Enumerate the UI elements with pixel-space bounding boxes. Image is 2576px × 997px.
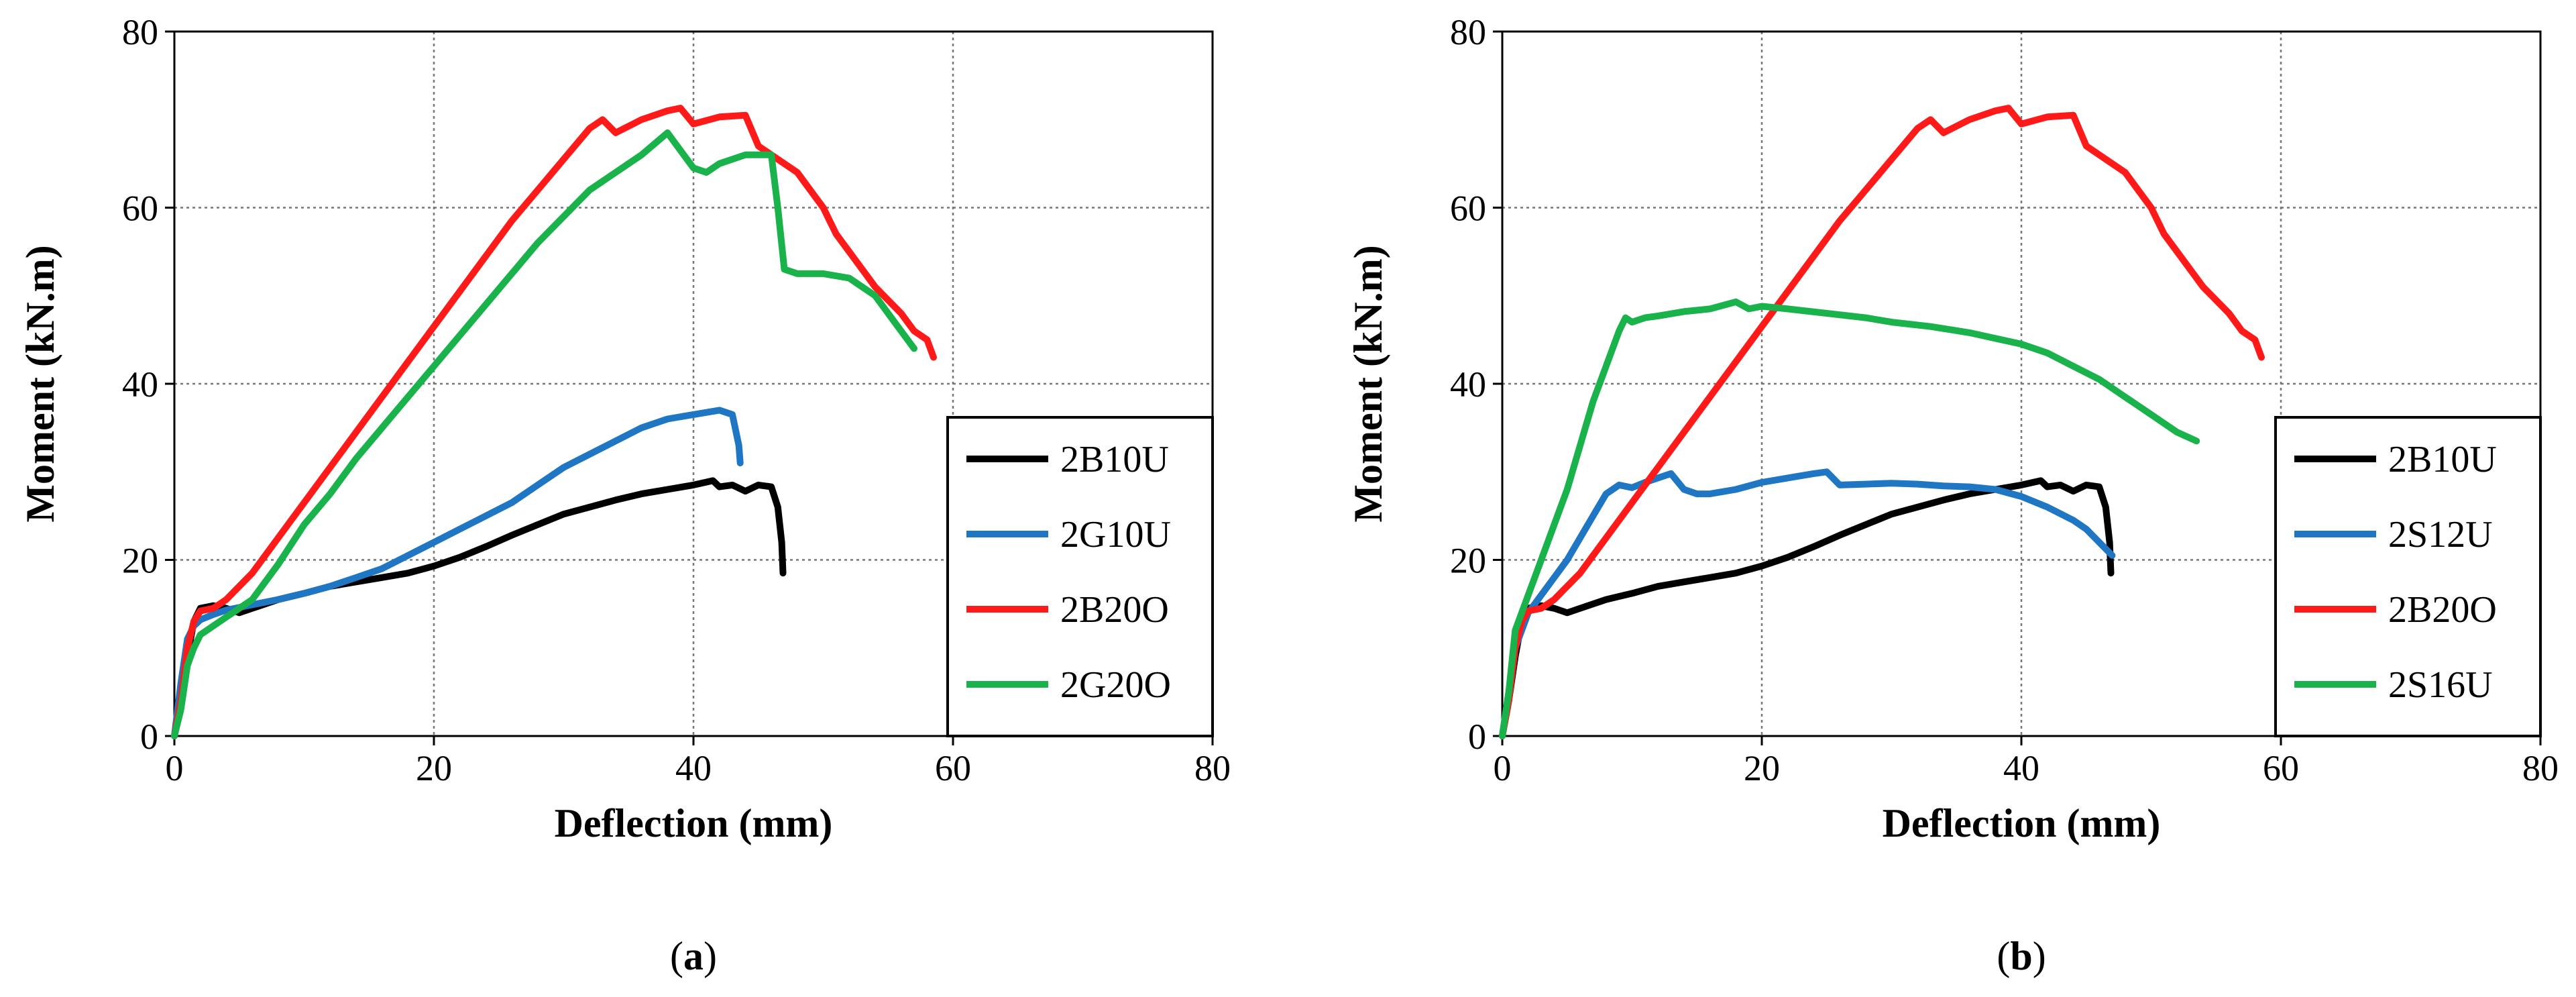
y-axis-label: Moment (kN.m) <box>18 245 62 522</box>
panel-caption: (b) <box>1997 934 2046 978</box>
x-tick-label: 60 <box>935 748 971 788</box>
legend-label-2b10u: 2B10U <box>1060 439 1169 480</box>
y-tick-label: 40 <box>122 364 158 405</box>
legend-label-2g10u: 2G10U <box>1060 514 1171 556</box>
x-tick-label: 40 <box>2003 748 2039 788</box>
y-tick-label: 80 <box>1450 12 1486 52</box>
x-axis-label: Deflection (mm) <box>555 801 833 845</box>
x-tick-label: 80 <box>1194 748 1231 788</box>
y-tick-label: 20 <box>1450 541 1486 581</box>
y-tick-label: 40 <box>1450 364 1486 405</box>
series-line-2b20o <box>171 105 937 739</box>
x-axis-label: Deflection (mm) <box>1883 801 2161 845</box>
legend: 2B10U 2G10U 2B20O 2G20O <box>946 416 1214 737</box>
legend-label-2s16u: 2S16U <box>2388 664 2493 706</box>
y-tick-label: 60 <box>122 189 158 229</box>
legend-label-2g20o: 2G20O <box>1060 664 1171 706</box>
series-line-2b10u <box>171 477 787 739</box>
legend-label-2b10u: 2B10U <box>2388 439 2497 480</box>
chart-panel-a: 0 20 40 60 80 0 20 40 60 80 Deflection (mm) Moment … <box>18 12 1231 978</box>
x-tick-label: 20 <box>416 748 452 788</box>
x-tick-label: 20 <box>1744 748 1780 788</box>
legend-label-2b20o: 2B20O <box>2388 589 2497 631</box>
y-tick-label: 0 <box>140 717 158 757</box>
x-tick-label: 0 <box>166 748 184 788</box>
chart-panel-b: 0 20 40 60 80 0 20 40 60 80 Deflection (mm) Moment … <box>1346 12 2559 978</box>
x-tick-label: 0 <box>1494 748 1512 788</box>
x-tick-label: 60 <box>2263 748 2299 788</box>
x-tick-label: 40 <box>675 748 712 788</box>
y-tick-label: 60 <box>1450 189 1486 229</box>
legend-label-2b20o: 2B20O <box>1060 589 1169 631</box>
series-line-2s12u <box>1499 468 2116 739</box>
series-line-2g20o <box>171 129 917 739</box>
series-line-2b10u <box>1499 477 2115 739</box>
series-line-2g10u <box>171 407 744 739</box>
x-tick-label: 80 <box>2522 748 2559 788</box>
y-tick-label: 0 <box>1468 717 1486 757</box>
y-tick-label: 80 <box>122 12 158 52</box>
y-axis-label: Moment (kN.m) <box>1346 245 1390 522</box>
legend-label-2s12u: 2S12U <box>2388 514 2493 556</box>
series-line-2s16u <box>1499 298 2200 739</box>
series-line-2b20o <box>1499 105 2265 739</box>
y-tick-label: 20 <box>122 541 158 581</box>
legend: 2B10U 2S12U 2B20O 2S16U <box>2274 416 2542 737</box>
panel-caption: (a) <box>670 934 717 978</box>
